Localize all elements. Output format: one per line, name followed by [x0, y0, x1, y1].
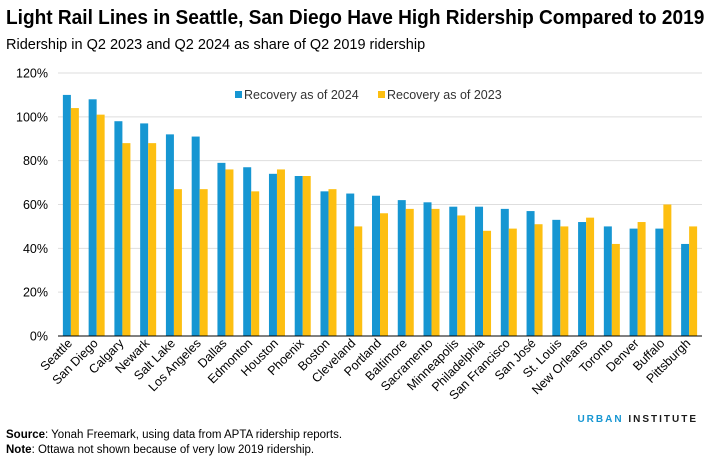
bar-2024: [294, 176, 303, 336]
y-tick-label: 60%: [23, 198, 48, 212]
bar-2024: [114, 121, 123, 336]
chart-title: Light Rail Lines in Seattle, San Diego H…: [6, 7, 705, 29]
urban-institute-logo: URBAN INSTITUTE: [577, 414, 698, 425]
bar-2023: [70, 108, 79, 336]
bar-2024: [552, 219, 561, 336]
bar-2024: [423, 202, 432, 336]
bar-2024: [629, 228, 638, 336]
bar-2023: [148, 143, 157, 336]
source-note: Source: Yonah Freemark, using data from …: [6, 429, 343, 441]
bar-2023: [534, 224, 543, 336]
legend-label: Recovery as of 2023: [387, 88, 502, 102]
bar-2024: [500, 208, 509, 336]
bar-2023: [560, 226, 569, 336]
y-tick-label: 80%: [23, 154, 48, 168]
bar-2023: [354, 226, 363, 336]
bar-2024: [165, 134, 174, 336]
legend-swatch: [378, 91, 385, 98]
y-tick-label: 0%: [30, 330, 48, 344]
bar-2023: [637, 222, 646, 336]
bar-2023: [457, 215, 466, 336]
bar-2023: [173, 189, 182, 336]
bar-2023: [508, 228, 517, 336]
bar-2023: [483, 230, 492, 336]
bar-2024: [320, 191, 329, 336]
bar-2024: [62, 94, 71, 337]
bar-2024: [346, 193, 355, 336]
bar-2023: [328, 189, 337, 336]
bar-2024: [243, 167, 252, 336]
y-tick-label: 20%: [23, 286, 48, 300]
bar-2023: [663, 204, 672, 336]
bar-2024: [603, 226, 612, 336]
chart-subtitle: Ridership in Q2 2023 and Q2 2024 as shar…: [6, 37, 426, 53]
y-tick-label: 40%: [23, 242, 48, 256]
bar-2024: [475, 206, 484, 336]
legend-swatch: [235, 91, 242, 98]
bar-2023: [611, 243, 620, 336]
y-tick-label: 120%: [16, 67, 48, 81]
bar-2023: [251, 191, 260, 336]
legend-label: Recovery as of 2024: [244, 88, 359, 102]
bar-2024: [140, 123, 149, 337]
bar-2024: [191, 136, 200, 336]
bar-2023: [276, 169, 285, 336]
bar-2024: [681, 243, 690, 336]
bar-2023: [225, 169, 234, 336]
y-tick-label: 100%: [16, 110, 48, 124]
bar-2024: [268, 173, 277, 336]
bar-2024: [449, 206, 458, 336]
bar-2023: [380, 213, 388, 336]
bar-2023: [199, 189, 208, 336]
bar-2023: [431, 208, 440, 336]
bar-2023: [122, 143, 131, 336]
bar-2023: [405, 208, 414, 336]
bar-2024: [397, 200, 406, 336]
bar-2024: [217, 162, 226, 336]
bar-2024: [88, 99, 97, 336]
bar-2024: [578, 222, 587, 336]
bar-2024: [526, 211, 535, 336]
bar-2023: [689, 226, 698, 336]
bar-2023: [586, 217, 595, 336]
bar-2023: [302, 176, 311, 336]
bar-2024: [655, 228, 664, 336]
bar-2023: [96, 114, 105, 337]
bar-2024: [372, 195, 380, 336]
footnote: Note: Ottawa not shown because of very l…: [6, 444, 315, 456]
